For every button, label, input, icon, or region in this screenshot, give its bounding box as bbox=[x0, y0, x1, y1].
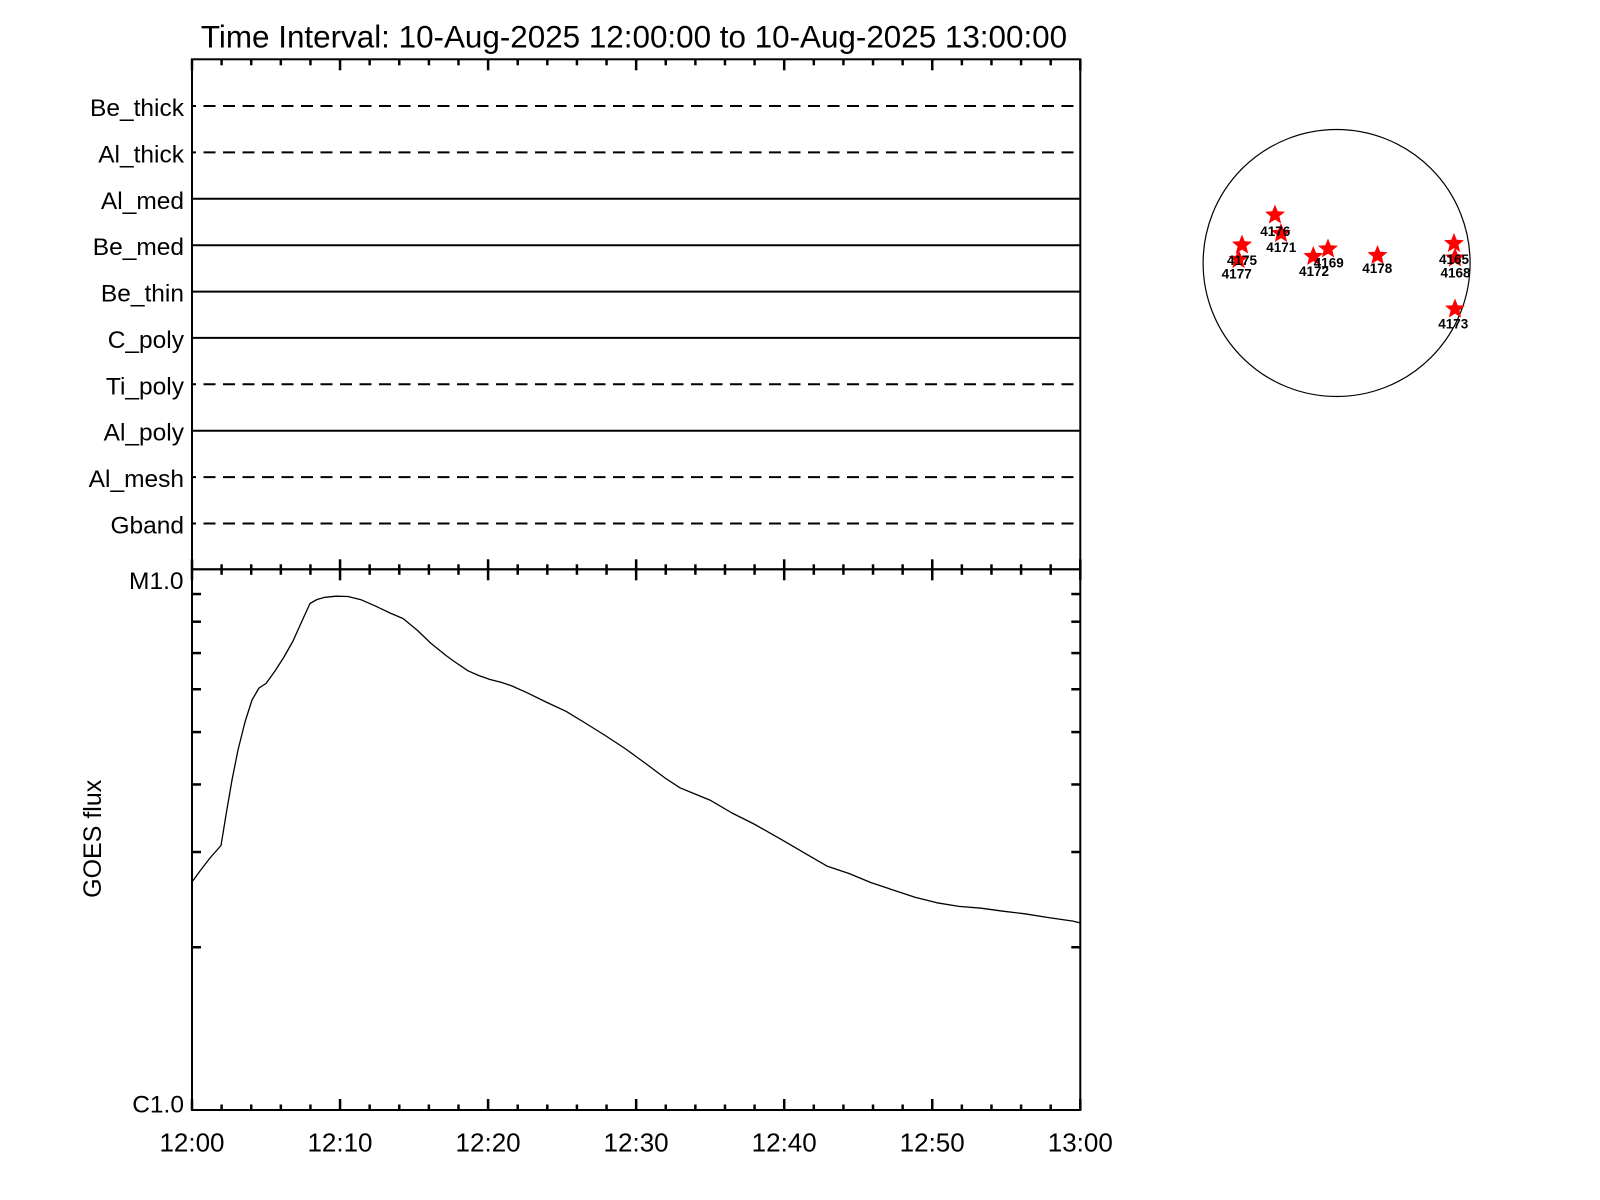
svg-text:4178: 4178 bbox=[1362, 261, 1393, 276]
svg-text:4169: 4169 bbox=[1314, 256, 1344, 271]
svg-text:Al_thick: Al_thick bbox=[98, 141, 185, 168]
svg-text:Be_med: Be_med bbox=[93, 234, 184, 261]
svg-text:GOES flux: GOES flux bbox=[79, 779, 107, 898]
svg-text:4175: 4175 bbox=[1227, 253, 1258, 268]
svg-text:12:10: 12:10 bbox=[307, 1128, 372, 1158]
svg-text:13:00: 13:00 bbox=[1048, 1128, 1113, 1158]
svg-text:4172: 4172 bbox=[1299, 264, 1329, 279]
svg-text:12:50: 12:50 bbox=[900, 1128, 965, 1158]
svg-text:12:30: 12:30 bbox=[604, 1128, 669, 1158]
svg-text:Time Interval: 10-Aug-2025 12:: Time Interval: 10-Aug-2025 12:00:00 to 1… bbox=[201, 20, 1067, 55]
svg-text:M1.0: M1.0 bbox=[129, 568, 183, 595]
svg-text:12:20: 12:20 bbox=[456, 1128, 521, 1158]
svg-text:Ti_poly: Ti_poly bbox=[106, 373, 185, 400]
svg-text:Gband: Gband bbox=[110, 513, 184, 540]
svg-text:C_poly: C_poly bbox=[108, 327, 185, 354]
svg-text:12:00: 12:00 bbox=[159, 1128, 224, 1158]
svg-text:Be_thin: Be_thin bbox=[101, 281, 184, 308]
svg-text:12:40: 12:40 bbox=[752, 1128, 817, 1158]
svg-text:4173: 4173 bbox=[1438, 317, 1469, 332]
svg-text:4176: 4176 bbox=[1260, 224, 1291, 239]
svg-text:Be_thick: Be_thick bbox=[90, 95, 185, 122]
svg-text:4168: 4168 bbox=[1440, 265, 1471, 280]
svg-text:Al_med: Al_med bbox=[101, 188, 184, 215]
svg-text:4165: 4165 bbox=[1439, 252, 1470, 267]
svg-text:C1.0: C1.0 bbox=[132, 1092, 184, 1119]
svg-text:Al_mesh: Al_mesh bbox=[89, 466, 184, 493]
svg-text:4177: 4177 bbox=[1222, 267, 1252, 282]
svg-text:4171: 4171 bbox=[1266, 240, 1297, 255]
svg-text:Al_poly: Al_poly bbox=[104, 420, 185, 447]
